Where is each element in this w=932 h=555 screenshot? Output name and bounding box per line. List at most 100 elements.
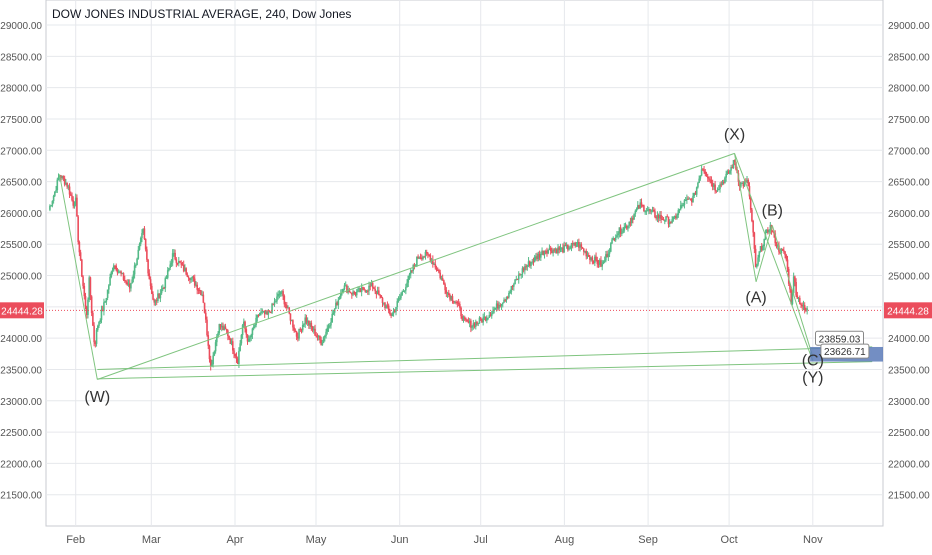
candle-body: [762, 246, 764, 251]
candle-body: [698, 178, 700, 183]
candle-body: [189, 278, 191, 280]
candle-body: [425, 251, 428, 254]
candle-body: [109, 276, 111, 286]
candle-body: [713, 184, 715, 187]
candle-body: [756, 264, 758, 267]
candle-body: [670, 222, 672, 224]
candle-body: [409, 270, 412, 275]
candle-body: [262, 311, 265, 313]
candle-body: [629, 222, 632, 224]
candle-body: [61, 175, 63, 178]
candle-body: [482, 317, 484, 323]
candle-body: [665, 216, 667, 221]
candle-body: [249, 337, 251, 339]
candle-body: [157, 293, 159, 302]
candle-body: [633, 213, 635, 220]
candle-body: [407, 275, 410, 283]
candle-body: [705, 174, 708, 177]
candle-body: [108, 285, 110, 290]
candle-body: [470, 320, 472, 328]
y-tick-label-right: 23500.00: [888, 365, 930, 376]
candle-body: [452, 301, 455, 303]
candle-body: [553, 249, 556, 251]
candle-body: [110, 272, 113, 277]
candle-body: [123, 279, 126, 281]
candle-body: [216, 336, 218, 343]
y-tick-label-right: 25000.00: [888, 272, 930, 283]
candle-body: [683, 200, 686, 205]
y-tick-label-right: 29000.00: [888, 21, 930, 32]
candle-body: [391, 313, 394, 317]
candle-body: [144, 238, 147, 250]
candle-body: [535, 256, 537, 258]
candle-body: [114, 265, 116, 267]
candle-body: [714, 184, 716, 191]
candle-body: [692, 195, 694, 203]
candles: [49, 159, 808, 371]
candle-body: [133, 265, 136, 275]
candle-body: [268, 311, 271, 313]
candle-body: [228, 336, 230, 339]
chart-title: DOW JONES INDUSTRIAL AVERAGE, 240, Dow J…: [52, 7, 352, 21]
candle-body: [614, 237, 617, 241]
candle-body: [169, 264, 171, 269]
candle-body: [155, 299, 158, 302]
candle-body: [489, 315, 492, 317]
candle-body: [238, 350, 240, 364]
candle-body: [616, 235, 618, 238]
candle-body: [675, 216, 677, 219]
x-axis: Feb Mar Apr May Jun Jul Aug Sep Oct Nov: [66, 0, 823, 546]
candle-body: [565, 244, 568, 247]
y-tick-label-left: 22000.00: [0, 459, 42, 470]
candle-body: [654, 211, 656, 218]
candle-body: [700, 169, 703, 176]
candle-body: [52, 195, 55, 202]
candle-body: [554, 249, 557, 251]
candle-body: [180, 262, 183, 265]
candle-body: [63, 178, 66, 185]
trendline: [97, 152, 735, 380]
candle-body: [630, 218, 633, 224]
candle-body: [732, 159, 735, 169]
y-tick-label-right: 25500.00: [888, 240, 930, 251]
candle-body: [241, 325, 244, 336]
candle-body: [360, 287, 363, 293]
candle-body: [93, 325, 95, 343]
y-tick-label-right: 22500.00: [888, 428, 930, 439]
candle-body: [769, 224, 772, 231]
candle-body: [740, 183, 742, 187]
candle-body: [332, 312, 335, 314]
candle-body: [141, 233, 143, 238]
y-tick-label-left: 22500.00: [0, 428, 42, 439]
candle-body: [455, 301, 457, 303]
candle-body: [581, 247, 584, 249]
candle-body: [146, 249, 148, 260]
candle-body: [746, 179, 748, 182]
candle-body: [656, 215, 659, 219]
candle-body: [488, 315, 491, 318]
candle-body: [229, 338, 232, 345]
candle-body: [541, 250, 543, 254]
candle-body: [757, 257, 759, 265]
candle-body: [636, 205, 639, 210]
candle-body: [223, 326, 225, 330]
candle-body: [443, 280, 445, 285]
candle-body: [50, 205, 52, 207]
y-tick-label-right: 23000.00: [888, 397, 930, 408]
candle-body: [612, 238, 615, 240]
candle-body: [627, 225, 629, 229]
candle-body: [173, 252, 175, 254]
candle-body: [120, 271, 122, 274]
candle-body: [115, 265, 117, 271]
candle-body: [231, 341, 234, 351]
candle-body: [308, 320, 310, 326]
candle-body: [790, 289, 792, 305]
candle-body: [316, 336, 319, 338]
candle-body: [219, 324, 222, 328]
candle-body: [681, 204, 683, 206]
y-tick-label-left: 25000.00: [0, 272, 42, 283]
candle-body: [95, 329, 98, 344]
candle-body: [374, 288, 376, 292]
